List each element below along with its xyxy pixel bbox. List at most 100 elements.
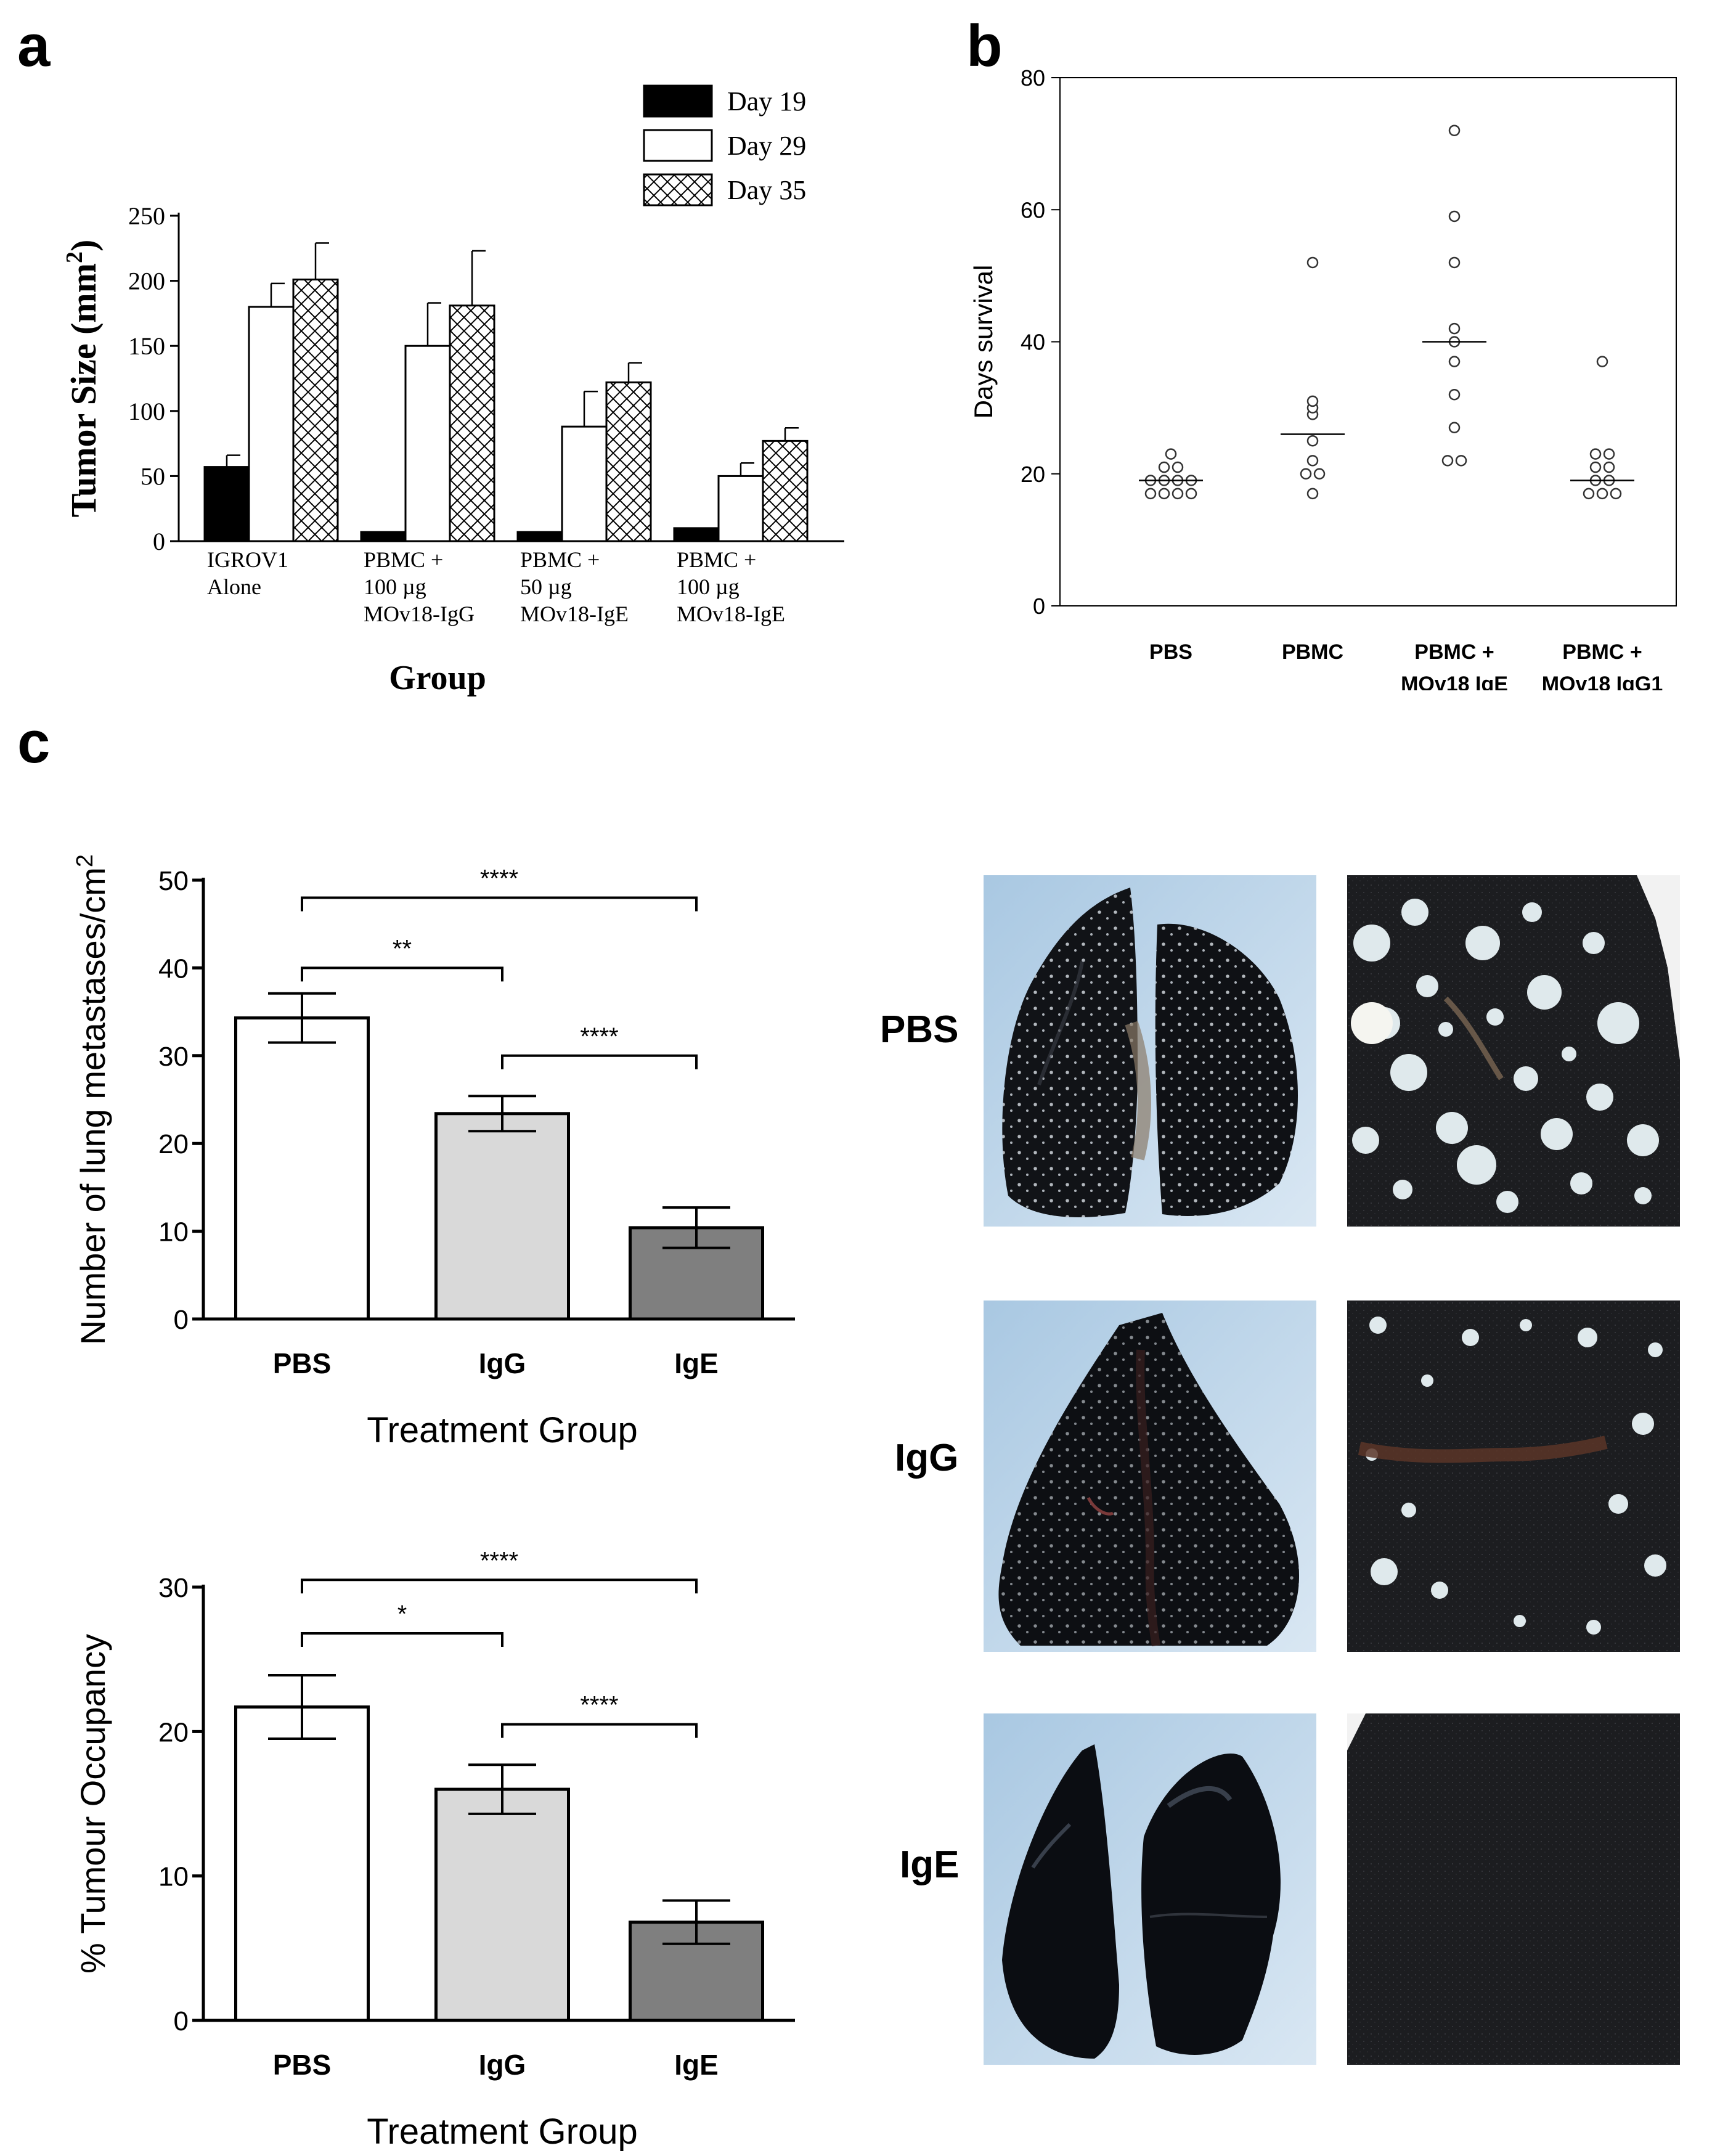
category-label: IgE: [674, 1347, 719, 1379]
bar-day-19: [203, 466, 250, 542]
data-point: [1448, 388, 1461, 401]
category-label: 50 µg: [520, 574, 572, 599]
y-tick-label: 20: [158, 1717, 189, 1747]
significance-label: ****: [480, 865, 518, 892]
bar-day-35: [292, 278, 339, 542]
y-axis-label-superscript: 2: [72, 854, 98, 867]
data-point: [1448, 210, 1461, 223]
y-tick-label: 250: [128, 202, 165, 230]
significance-bracket: [501, 1054, 698, 1069]
lung-photo-pbs: [984, 875, 1316, 1227]
bar-pbs: [234, 1705, 370, 2022]
y-tick-label: 20: [1021, 462, 1045, 487]
significance-bracket: [301, 1631, 503, 1647]
category-label: IgG: [479, 1347, 526, 1379]
y-tick-label: 30: [158, 1573, 189, 1603]
category-label: Alone: [207, 574, 261, 599]
y-tick-label: 200: [128, 267, 165, 295]
x-axis-label: Treatment Group: [367, 1410, 637, 1450]
y-axis-label: Days survival: [969, 265, 998, 419]
legend-label: Day 29: [727, 131, 806, 161]
y-tick-label: 40: [1021, 330, 1045, 355]
y-tick-label: 50: [158, 866, 189, 896]
category-label: PBMC: [1282, 640, 1343, 664]
category-label: PBS: [273, 1347, 332, 1379]
category-label: IgE: [674, 2049, 719, 2081]
data-point: [1306, 455, 1319, 467]
significance-bracket: [301, 896, 698, 912]
legend-label: Day 35: [727, 175, 806, 205]
chart-panel-a: 0 50 100 150 200 250 Tumor Size (mm2) IGROV1Alo…: [62, 84, 844, 697]
y-tick-label: 150: [128, 332, 165, 360]
data-point: [1455, 455, 1467, 467]
y-tick-label: 10: [158, 1217, 189, 1247]
bar-igg: [434, 1787, 570, 2022]
bar-day-29: [717, 475, 764, 542]
data-point: [1596, 488, 1608, 500]
category-label: MOv18-IgE: [677, 602, 785, 626]
data-point: [1448, 422, 1461, 434]
y-axis-label: Tumor Size (mm2): [62, 240, 104, 518]
lung-section-ige: [1347, 1713, 1680, 2065]
y-axis-label-close: ): [63, 240, 104, 251]
legend-swatch: [643, 84, 713, 118]
data-point: [1144, 488, 1157, 500]
lung-section-igg: [1347, 1301, 1680, 1652]
x-axis-label: Treatment Group: [367, 2112, 637, 2151]
category-label: PBMC +: [520, 547, 600, 572]
y-axis-label: % Tumour Occupancy: [73, 1634, 112, 1974]
bar-day-29: [404, 345, 451, 542]
y-tick-label: 50: [141, 462, 165, 490]
y-tick-label: 0: [1033, 594, 1045, 619]
lung-section-pbs: [1347, 875, 1680, 1227]
significance-label: ****: [580, 1023, 618, 1050]
category-label: PBS: [273, 2049, 332, 2081]
significance-label: ****: [580, 1692, 618, 1719]
y-tick-label: 0: [174, 1305, 189, 1335]
data-point: [1172, 461, 1184, 473]
y-tick-label: 30: [158, 1042, 189, 1072]
data-point: [1603, 448, 1615, 460]
category-label: MOv18-IgE: [520, 602, 629, 626]
data-point: [1441, 455, 1454, 467]
category-label: PBMC +: [677, 547, 756, 572]
data-point: [1306, 256, 1319, 269]
data-point: [1583, 488, 1595, 500]
data-point: [1306, 435, 1319, 447]
data-point: [1306, 395, 1319, 407]
significance-label: ****: [480, 1547, 518, 1574]
category-label: MOv18 IgE: [1401, 672, 1508, 690]
category-label: MOv18 IgG1: [1542, 672, 1663, 690]
legend-swatch: [643, 173, 713, 206]
y-axis-label-superscript: 2: [62, 251, 88, 263]
chart-panel-c-occupancy: 0 10 20 30 % Tumour Occupancy PBS IgG IgE Treatm…: [73, 1547, 795, 2151]
category-label: IGROV1: [207, 547, 288, 572]
bar-day-29: [561, 425, 608, 542]
data-point: [1596, 356, 1608, 367]
y-tick-label: 0: [153, 528, 165, 555]
bar-day-35: [762, 439, 809, 542]
category-label: PBMC +: [1562, 640, 1642, 664]
panel-letter-a: a: [17, 13, 51, 79]
significance-bracket: [501, 1723, 698, 1738]
panel-letter-c: c: [17, 709, 51, 775]
data-point: [1172, 488, 1184, 500]
category-label: PBMC +: [364, 547, 443, 572]
bar-day-35: [449, 304, 495, 542]
y-axis-label-text: Tumor Size (mm: [63, 263, 104, 517]
y-tick-label: 100: [128, 398, 165, 425]
category-label: PBMC +: [1414, 640, 1494, 664]
significance-label: *: [397, 1601, 407, 1628]
y-tick-label: 20: [158, 1129, 189, 1159]
chart-panel-b: 0 20 40 60 80 Days survival PBS PBMC PBMC + MOv18…: [969, 65, 1677, 690]
data-point: [1158, 461, 1170, 473]
bar-day-35: [605, 381, 652, 542]
bar-pbs: [234, 1016, 370, 1321]
data-point: [1165, 448, 1177, 460]
data-point: [1313, 468, 1326, 480]
y-tick-label: 0: [174, 2006, 189, 2036]
bar-day-29: [248, 306, 295, 542]
photo-row-label-ige: IgE: [900, 1844, 960, 1886]
plot-frame: [1059, 77, 1677, 606]
data-point: [1448, 125, 1461, 136]
